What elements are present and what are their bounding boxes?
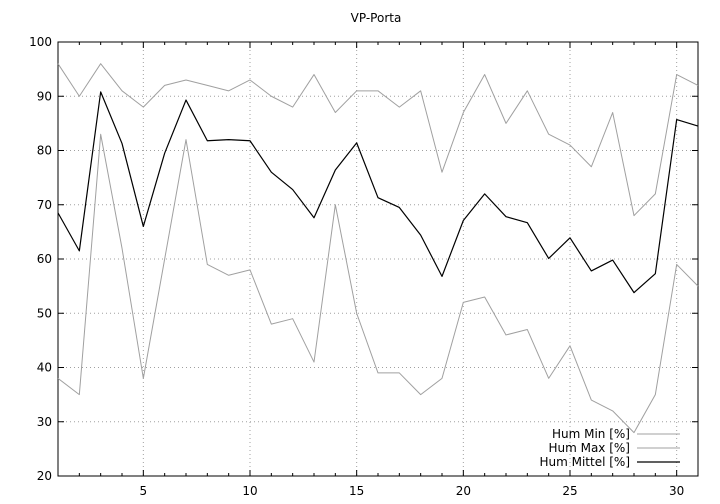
y-tick-label: 90 [37,89,52,103]
y-tick-label: 20 [37,469,52,483]
x-tick-label: 20 [456,484,471,498]
y-tick-label: 100 [29,35,52,49]
y-tick-label: 50 [37,306,52,320]
x-tick-label: 10 [242,484,257,498]
x-tick-label: 30 [669,484,684,498]
series-line-3 [57,91,699,294]
series-line-1 [57,133,699,434]
chart-title: VP-Porta [351,11,402,25]
y-tick-label: 40 [37,361,52,375]
y-tick-label: 30 [37,415,52,429]
legend-label: Hum Mittel [%] [539,455,630,469]
grid [58,42,698,476]
series-lines [57,63,699,434]
x-tick-label: 25 [562,484,577,498]
axis-ticks: 20 30 40 50 60 70 80 90 100 5 10 15 20 25 30 [29,35,699,498]
legend-label: Hum Max [%] [548,441,630,455]
x-tick-label: 5 [140,484,148,498]
x-tick-label: 15 [349,484,364,498]
legend-label: Hum Min [%] [552,427,630,441]
y-tick-label: 70 [37,198,52,212]
y-tick-label: 80 [37,144,52,158]
y-tick-label: 60 [37,252,52,266]
series-line-2 [57,63,699,217]
legend: Hum Min [%]Hum Max [%]Hum Mittel [%] [539,427,680,469]
